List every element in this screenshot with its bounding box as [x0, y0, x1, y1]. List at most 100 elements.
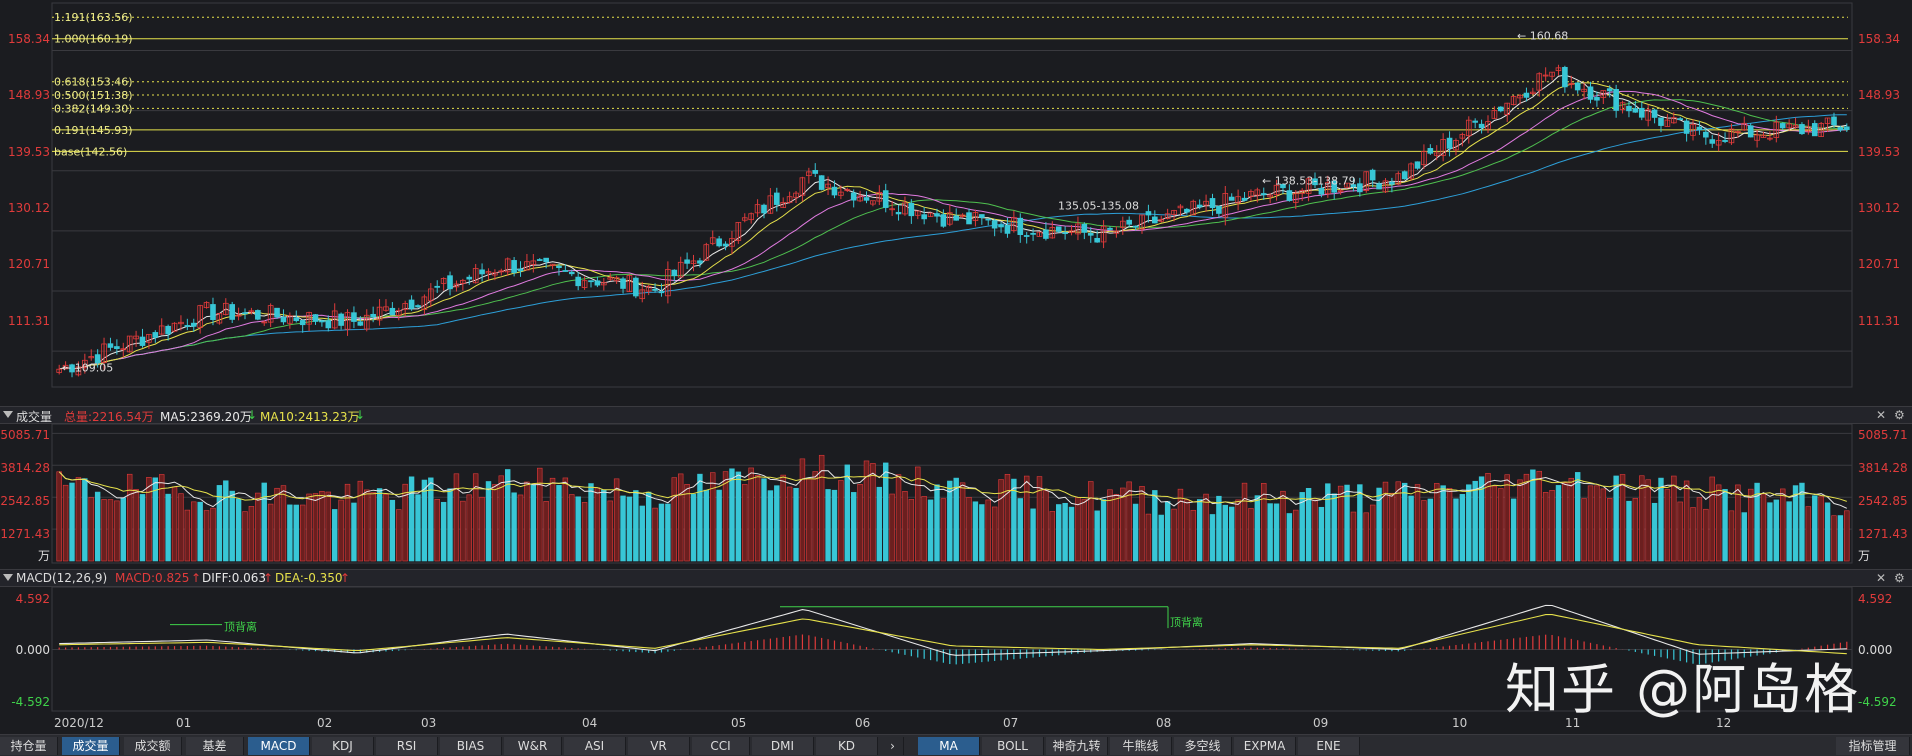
candle-body — [1248, 190, 1254, 197]
volume-bar — [492, 484, 498, 562]
tab-ma[interactable]: MA — [918, 737, 980, 755]
fibonacci-label: 0.191(145.93) — [54, 124, 133, 137]
candle-body — [601, 282, 607, 286]
candle-body — [690, 260, 697, 265]
volume-bar — [1049, 511, 1056, 562]
tab-rsi[interactable]: RSI — [376, 737, 438, 755]
volume-bar — [472, 473, 479, 562]
volume-chart[interactable] — [0, 424, 1912, 564]
candle-body — [1171, 210, 1177, 215]
volume-bar — [434, 499, 440, 562]
candle-body — [1799, 124, 1805, 135]
main-price-pane[interactable]: 1.191(163.56) 1.000(160.19) 0.618(153.46) 0… — [0, 0, 1912, 405]
candle-body — [1831, 116, 1837, 126]
volume-bar — [1414, 484, 1421, 562]
volume-bar — [761, 478, 767, 562]
tab-long-short[interactable]: 多空线 — [1174, 737, 1232, 755]
tab-volume[interactable]: 成交量 — [62, 737, 120, 755]
xtick: 07 — [1003, 716, 1019, 730]
volume-bar — [402, 483, 408, 562]
candle-body — [216, 312, 223, 324]
volume-bar — [1344, 484, 1350, 562]
gear-icon[interactable]: ⚙ — [1894, 408, 1905, 422]
volume-bar — [1171, 508, 1177, 562]
volume-bar — [1408, 495, 1414, 562]
candle-body — [88, 356, 95, 359]
volume-bar — [1286, 513, 1293, 562]
candle-body — [1062, 232, 1068, 235]
candle-body — [1011, 217, 1017, 231]
volume-bar — [549, 477, 556, 562]
candle-body — [312, 314, 319, 322]
tab-kd[interactable]: KD — [816, 737, 878, 755]
volume-bar — [1043, 490, 1049, 562]
ma10-line — [59, 82, 1847, 370]
candle-body — [376, 306, 383, 321]
volume-bar — [1004, 474, 1011, 562]
tab-dmi[interactable]: DMI — [752, 737, 814, 755]
candle-body — [460, 279, 466, 284]
tab-cci[interactable]: CCI — [692, 737, 750, 755]
volume-bar — [485, 481, 492, 562]
tab-bull-bear[interactable]: 牛熊线 — [1110, 737, 1172, 755]
candlestick-chart[interactable]: 1.191(163.56)1.000(160.19)0.618(153.46)0… — [0, 0, 1912, 405]
tab-basis[interactable]: 基差 — [186, 737, 244, 755]
candle-body — [626, 275, 633, 293]
volume-bar — [601, 489, 607, 562]
candle-body — [1036, 231, 1043, 237]
close-icon[interactable]: ✕ — [1876, 408, 1887, 422]
tab-position[interactable]: 持仓量 — [0, 737, 58, 755]
gear-icon[interactable]: ⚙ — [1894, 571, 1905, 585]
ma60-line — [59, 114, 1847, 370]
tab-vr[interactable]: VR — [628, 737, 690, 755]
candle-body — [94, 354, 101, 364]
tab-asi[interactable]: ASI — [564, 737, 626, 755]
candle-body — [716, 238, 722, 247]
volume-bar — [1184, 499, 1190, 562]
candle-body — [959, 214, 966, 218]
collapse-triangle-icon[interactable] — [3, 411, 13, 418]
candle-body — [248, 310, 255, 313]
volume-bar — [274, 487, 280, 562]
candle-body — [485, 271, 492, 274]
tab-turnover[interactable]: 成交额 — [124, 737, 182, 755]
candle-body — [511, 260, 517, 273]
candle-body — [440, 278, 447, 284]
candle-body — [703, 244, 710, 261]
vol-unit-left: 万 — [37, 549, 50, 563]
volume-bar — [1799, 482, 1805, 562]
candle-body — [1728, 128, 1735, 144]
tab-macd[interactable]: MACD — [248, 737, 310, 755]
tab-bias[interactable]: BIAS — [440, 737, 502, 755]
tab-wr[interactable]: W&R — [504, 737, 562, 755]
candle-body — [972, 212, 979, 221]
divergence-label: 顶背离 — [1170, 615, 1203, 629]
xtick: 06 — [855, 716, 871, 730]
indicator-manage-button[interactable]: 指标管理 — [1836, 737, 1910, 755]
fibonacci-label: 0.500(151.38) — [54, 89, 133, 102]
candle-body — [82, 359, 88, 369]
volume-bar — [1581, 498, 1587, 562]
volume-bar — [1818, 496, 1824, 562]
candle-body — [735, 221, 742, 241]
candle-body — [1440, 139, 1446, 156]
volume-bar — [889, 493, 895, 562]
candle-body — [267, 305, 274, 323]
candle-body — [190, 322, 197, 327]
close-icon[interactable]: ✕ — [1876, 571, 1887, 585]
fibonacci-label: 1.000(160.19) — [54, 33, 133, 46]
volume-bar — [216, 485, 223, 562]
macd-chart[interactable]: 顶背离 顶背离 — [0, 587, 1912, 712]
volume-bar — [1164, 501, 1171, 562]
tab-kdj[interactable]: KDJ — [312, 737, 374, 755]
collapse-triangle-icon[interactable] — [3, 574, 13, 581]
tab-expma[interactable]: EXPMA — [1234, 737, 1296, 755]
more-tabs-icon[interactable]: › — [882, 737, 904, 755]
macd-pane[interactable]: 顶背离 顶背离 4.592 0.000 -4.592 4.592 0.000 -4… — [0, 587, 1912, 712]
volume-bar — [530, 484, 537, 562]
watermark: 知乎 @阿岛格 — [1505, 658, 1861, 721]
tab-boll[interactable]: BOLL — [982, 737, 1044, 755]
tab-magic-nine[interactable]: 神奇九转 — [1046, 737, 1108, 755]
volume-pane[interactable]: 5085.71 3814.28 2542.85 1271.43 万 5085.7… — [0, 424, 1912, 564]
tab-ene[interactable]: ENE — [1298, 737, 1360, 755]
